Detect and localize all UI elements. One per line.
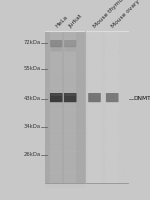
FancyBboxPatch shape <box>65 46 76 51</box>
FancyBboxPatch shape <box>88 93 101 102</box>
Bar <box>45 136 85 141</box>
Bar <box>45 47 85 52</box>
Bar <box>45 99 85 104</box>
Text: 55kDa: 55kDa <box>23 66 40 72</box>
Text: 72kDa: 72kDa <box>23 40 40 46</box>
Text: 34kDa: 34kDa <box>24 124 40 130</box>
FancyBboxPatch shape <box>106 93 118 96</box>
Bar <box>45 36 85 41</box>
Bar <box>88 31 101 183</box>
Bar <box>45 104 85 109</box>
Bar <box>50 31 62 183</box>
Bar <box>45 152 85 157</box>
Bar <box>45 173 85 178</box>
Bar <box>45 183 85 188</box>
FancyBboxPatch shape <box>89 93 100 96</box>
FancyBboxPatch shape <box>50 40 62 47</box>
Bar <box>64 31 76 183</box>
Bar <box>45 83 85 88</box>
Bar <box>85 31 128 183</box>
Bar <box>45 120 85 125</box>
Text: 26kDa: 26kDa <box>23 152 40 158</box>
Bar <box>45 162 85 167</box>
Bar <box>45 115 85 120</box>
FancyBboxPatch shape <box>106 93 118 102</box>
Bar <box>45 31 85 36</box>
FancyBboxPatch shape <box>64 93 76 96</box>
Bar <box>45 94 85 99</box>
Text: Mouse thymus: Mouse thymus <box>92 0 127 29</box>
Text: Mouse ovary: Mouse ovary <box>110 0 141 29</box>
Bar <box>45 73 85 78</box>
Bar <box>45 68 85 73</box>
Bar <box>45 62 85 68</box>
Bar <box>106 31 118 183</box>
FancyBboxPatch shape <box>64 40 76 47</box>
Text: HeLa: HeLa <box>54 15 68 29</box>
Text: Jurkat: Jurkat <box>68 13 84 29</box>
Bar <box>45 52 85 57</box>
Text: 43kDa: 43kDa <box>24 97 40 102</box>
Bar <box>45 178 85 183</box>
Bar <box>45 146 85 151</box>
Bar <box>45 31 85 183</box>
Bar <box>45 157 85 162</box>
Bar <box>45 131 85 136</box>
Bar <box>45 110 85 115</box>
FancyBboxPatch shape <box>50 93 63 102</box>
FancyBboxPatch shape <box>51 46 62 51</box>
Bar <box>45 141 85 146</box>
FancyBboxPatch shape <box>64 93 76 102</box>
Bar <box>45 41 85 47</box>
Text: DNMT3L: DNMT3L <box>134 97 150 102</box>
Bar <box>45 167 85 172</box>
Bar <box>45 78 85 83</box>
Bar <box>45 89 85 94</box>
Bar <box>45 57 85 62</box>
FancyBboxPatch shape <box>51 93 62 96</box>
Bar <box>45 125 85 130</box>
